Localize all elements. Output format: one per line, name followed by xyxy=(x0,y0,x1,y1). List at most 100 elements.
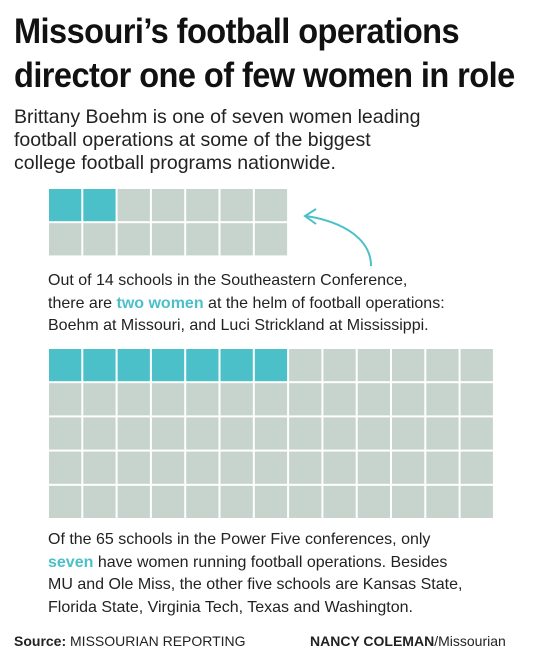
power-five-waffle-cell xyxy=(220,417,253,450)
arrow-curve xyxy=(305,215,372,267)
sec-waffle-highlighted-cell xyxy=(49,189,82,222)
headline-line-1: Missouri’s football operations xyxy=(14,12,460,51)
power-five-caption-line-4: Florida State, Virginia Tech, Texas and … xyxy=(48,598,413,616)
power-five-waffle-cell xyxy=(289,451,322,484)
power-five-waffle-highlighted-cell xyxy=(151,349,185,382)
power-five-waffle-cell xyxy=(460,349,493,382)
power-five-waffle-cell xyxy=(289,485,322,518)
power-five-caption-highlight: seven xyxy=(48,553,94,571)
sec-waffle-cell xyxy=(220,223,253,256)
sec-waffle-cell xyxy=(151,223,185,256)
power-five-waffle-cell xyxy=(460,485,493,518)
sec-caption-highlight: two women xyxy=(116,294,204,312)
power-five-waffle-cell xyxy=(323,383,356,416)
sec-caption-line-2-post: at the helm of football operations: xyxy=(203,294,445,312)
credit-org: /Missourian xyxy=(434,633,506,649)
sec-waffle-cell xyxy=(117,189,150,222)
power-five-caption-line-1: Of the 65 schools in the Power Five conf… xyxy=(48,531,431,548)
power-five-waffle-cell xyxy=(357,417,390,450)
power-five-waffle-cell xyxy=(186,485,219,518)
power-five-waffle-cell xyxy=(49,417,82,450)
power-five-waffle-cell xyxy=(49,451,82,484)
power-five-waffle-cell xyxy=(117,417,150,450)
sec-waffle-cell xyxy=(220,189,253,222)
power-five-waffle-cell xyxy=(254,485,288,518)
power-five-waffle-cell xyxy=(151,383,185,416)
power-five-waffle-cell xyxy=(117,451,150,484)
power-five-waffle-cell xyxy=(83,417,116,450)
subheadline: Brittany Boehm is one of seven women lea… xyxy=(14,106,534,175)
credit-line: NANCY COLEMAN/Missourian xyxy=(310,633,506,649)
power-five-waffle-cell xyxy=(289,383,322,416)
power-five-waffle-cell xyxy=(357,383,390,416)
arrow-head xyxy=(303,208,317,225)
power-five-waffle-cell xyxy=(426,485,459,518)
power-five-waffle-cell xyxy=(220,383,253,416)
sec-waffle-highlighted-cell xyxy=(83,189,116,222)
power-five-waffle-cell xyxy=(220,485,253,518)
subheadline-line-3: college football programs nationwide. xyxy=(14,152,336,174)
power-five-waffle-cell xyxy=(426,417,459,450)
power-five-waffle-cell xyxy=(323,349,356,382)
headline-line-2: director one of few women in role xyxy=(14,56,515,95)
power-five-waffle-cell xyxy=(426,383,459,416)
power-five-waffle-cell xyxy=(83,383,116,416)
power-five-waffle-cell xyxy=(117,383,150,416)
power-five-waffle-cell xyxy=(357,485,390,518)
power-five-waffle-cell xyxy=(151,451,185,484)
credit-name: NANCY COLEMAN xyxy=(310,633,435,649)
power-five-waffle-cell xyxy=(392,417,425,450)
power-five-waffle-cell xyxy=(460,417,493,450)
power-five-waffle-cell xyxy=(426,349,459,382)
power-five-waffle-cell xyxy=(289,417,322,450)
sec-waffle-cell xyxy=(186,223,219,256)
power-five-waffle-highlighted-cell xyxy=(117,349,150,382)
sec-caption-line-3: Boehm at Missouri, and Luci Strickland a… xyxy=(48,317,429,334)
power-five-waffle-cell xyxy=(460,451,493,484)
headline: Missouri’s football operations director … xyxy=(14,10,515,98)
power-five-waffle-cell xyxy=(117,485,150,518)
sec-waffle-cell xyxy=(83,223,116,256)
power-five-waffle-cell xyxy=(186,451,219,484)
power-five-waffle-cell xyxy=(254,417,288,450)
power-five-waffle-cell xyxy=(289,349,322,382)
source-line: Source: MISSOURIAN REPORTING xyxy=(14,633,246,649)
power-five-waffle-cell xyxy=(357,349,390,382)
sec-caption-line-2-pre: there are xyxy=(48,294,117,312)
power-five-waffle-cell xyxy=(151,417,185,450)
power-five-waffle-cell xyxy=(254,383,288,416)
power-five-caption-line-2-post: have women running football operations. … xyxy=(93,553,448,571)
sec-caption-line-2: there are two women at the helm of footb… xyxy=(48,293,445,316)
sec-caption-line-1: Out of 14 schools in the Southeastern Co… xyxy=(48,272,408,289)
power-five-waffle-highlighted-cell xyxy=(220,349,253,382)
sec-waffle-cell xyxy=(186,189,219,222)
power-five-caption: Of the 65 schools in the Power Five conf… xyxy=(48,529,462,619)
sec-waffle-cell xyxy=(49,223,82,256)
subheadline-line-1: Brittany Boehm is one of seven women lea… xyxy=(14,106,421,128)
power-five-caption-line-2: seven have women running football operat… xyxy=(48,552,462,575)
source-label: Source: xyxy=(14,633,67,649)
power-five-waffle-cell xyxy=(392,451,425,484)
power-five-waffle-cell xyxy=(49,383,82,416)
power-five-waffle-cell xyxy=(392,383,425,416)
power-five-waffle-cell xyxy=(323,451,356,484)
power-five-waffle-cell xyxy=(392,349,425,382)
power-five-waffle-cell xyxy=(83,451,116,484)
power-five-waffle-cell xyxy=(426,451,459,484)
power-five-waffle-highlighted-cell xyxy=(254,349,288,382)
power-five-waffle-cell xyxy=(357,451,390,484)
power-five-caption-line-3: MU and Ole Miss, the other five schools … xyxy=(48,576,463,593)
power-five-waffle-highlighted-cell xyxy=(49,349,82,382)
power-five-waffle-cell xyxy=(49,485,82,518)
sec-waffle-cell xyxy=(117,223,150,256)
power-five-waffle-highlighted-cell xyxy=(186,349,219,382)
sec-waffle-cell xyxy=(254,189,288,222)
power-five-waffle-cell xyxy=(83,485,116,518)
power-five-waffle-cell xyxy=(460,383,493,416)
subheadline-line-2: football operations at some of the bigge… xyxy=(14,129,371,151)
power-five-waffle-highlighted-cell xyxy=(83,349,116,382)
power-five-waffle-cell xyxy=(151,485,185,518)
